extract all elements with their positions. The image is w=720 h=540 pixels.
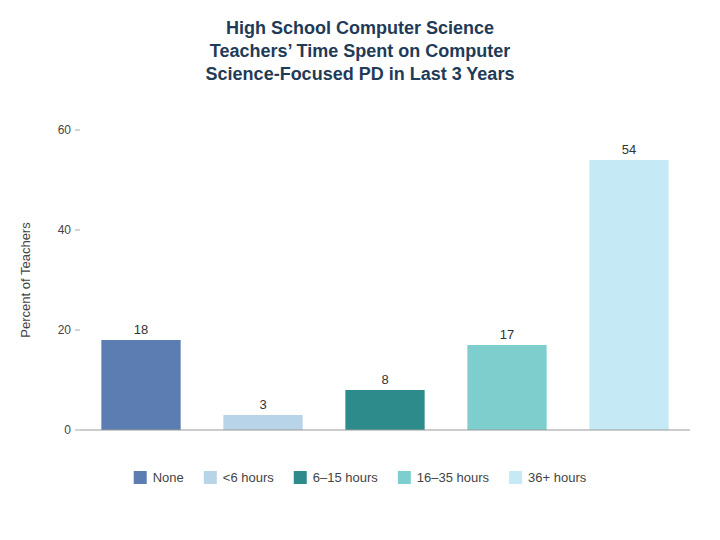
bar — [467, 345, 546, 430]
legend-swatch — [509, 471, 522, 484]
chart-svg: High School Computer Science Teachers’ Ti… — [0, 0, 720, 540]
legend-item: 16–35 hours — [398, 470, 490, 485]
y-tick — [75, 130, 80, 131]
bars — [101, 160, 668, 430]
legend-swatch — [204, 471, 217, 484]
y-tick — [75, 430, 80, 431]
legend-swatch — [398, 471, 411, 484]
bar — [589, 160, 668, 430]
title-line: High School Computer Science — [226, 18, 494, 38]
title-line: Science-Focused PD in Last 3 Years — [206, 64, 515, 84]
data-label: 54 — [622, 142, 636, 157]
chart-container: High School Computer Science Teachers’ Ti… — [0, 0, 720, 540]
bar — [101, 340, 180, 430]
y-tick — [75, 230, 80, 231]
title-line: Teachers’ Time Spent on Computer — [210, 41, 510, 61]
legend-item: <6 hours — [204, 470, 274, 485]
legend-label: 36+ hours — [528, 470, 587, 485]
y-tick-label: 60 — [58, 123, 72, 137]
data-label: 3 — [259, 397, 266, 412]
legend-label: 6–15 hours — [313, 470, 379, 485]
data-label: 8 — [381, 372, 388, 387]
legend-item: 36+ hours — [509, 470, 587, 485]
bar — [345, 390, 424, 430]
legend-label: None — [153, 470, 184, 485]
legend-swatch — [294, 471, 307, 484]
legend: None <6 hours 6–15 hours 16–35 hours 36+ hou… — [134, 470, 587, 485]
legend-item: None — [134, 470, 184, 485]
legend-item: 6–15 hours — [294, 470, 379, 485]
legend-swatch — [134, 471, 147, 484]
chart-title: High School Computer Science Teachers’ Ti… — [206, 18, 515, 84]
legend-label: <6 hours — [223, 470, 274, 485]
y-tick — [75, 330, 80, 331]
y-axis-label: Percent of Teachers — [18, 222, 33, 338]
data-label: 18 — [134, 322, 148, 337]
y-tick-label: 0 — [64, 423, 71, 437]
data-label: 17 — [500, 327, 514, 342]
y-tick-label: 20 — [58, 323, 72, 337]
y-tick-label: 40 — [58, 223, 72, 237]
x-axis-line — [80, 430, 690, 431]
bar — [223, 415, 302, 430]
legend-label: 16–35 hours — [417, 470, 490, 485]
